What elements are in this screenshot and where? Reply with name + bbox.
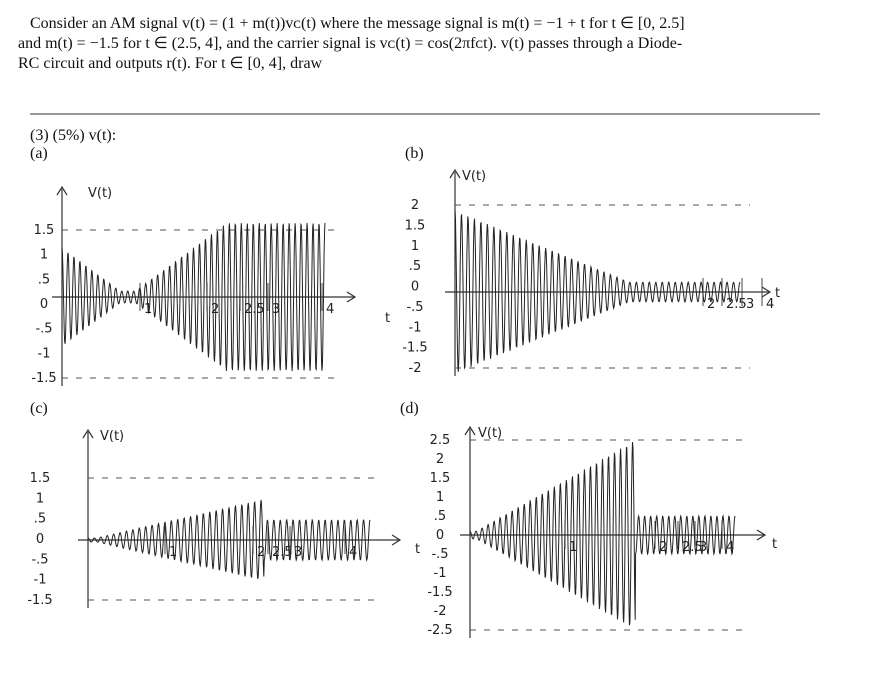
y-tick-label: 0 (40, 297, 48, 312)
y-axis-label: V(t) (88, 186, 112, 201)
y-tick-label: .5 (38, 272, 50, 287)
t-label: t (772, 537, 777, 552)
panel-label: (b) (405, 145, 424, 162)
waveform (469, 442, 736, 626)
y-tick-label: 1.5 (405, 218, 426, 233)
panel-label: (a) (30, 145, 48, 162)
y-tick-label: -1 (34, 573, 47, 588)
y-tick-label: -2 (409, 361, 422, 376)
x-tick-label: 2 (659, 540, 667, 555)
y-tick-label: 1.5 (430, 471, 451, 486)
x-tick-label: 1 (569, 540, 577, 555)
y-tick-label: 2 (411, 198, 419, 213)
y-tick-label: 1 (40, 248, 48, 263)
arrow (449, 168, 461, 179)
arrow (464, 425, 476, 436)
arrow (56, 185, 68, 196)
waveform (454, 210, 741, 372)
arrow (761, 286, 772, 298)
t-label: t (385, 311, 390, 326)
x-tick-label: 3 (272, 302, 280, 317)
y-tick-label: .5 (409, 259, 421, 274)
y-tick-label: 1 (411, 239, 419, 254)
y-tick-label: -.5 (35, 322, 52, 337)
y-tick-label: 0 (436, 528, 444, 543)
y-tick-label: -.5 (31, 552, 48, 567)
y-tick-label: 2.5 (430, 433, 451, 448)
waveform (87, 499, 371, 579)
y-tick-label: -1 (409, 320, 422, 335)
waveform (61, 222, 326, 372)
t-label: t (775, 286, 780, 301)
statement-line: RC circuit and outputs r(t). For t ∈ [0,… (18, 55, 323, 72)
y-tick-label: -.5 (431, 547, 448, 562)
y-tick-label: 1.5 (34, 223, 55, 238)
x-tick-label: 2 (257, 545, 265, 560)
y-tick-label: -1.5 (31, 371, 56, 386)
y-tick-label: 1 (36, 491, 44, 506)
y-tick-label: -1 (38, 346, 51, 361)
arrow (346, 291, 357, 303)
x-tick-label: 2.5 (244, 302, 265, 317)
y-axis-label: V(t) (462, 169, 486, 184)
x-tick-label: 4 (766, 297, 774, 312)
y-tick-label: 1.5 (30, 471, 51, 486)
y-tick-label: -1 (434, 566, 447, 581)
x-tick-label: 2.5 (682, 540, 703, 555)
t-label: t (415, 542, 420, 557)
y-tick-label: -2 (434, 604, 447, 619)
y-tick-label: -1.5 (402, 341, 427, 356)
y-tick-label: 2 (436, 452, 444, 467)
panel-label: (d) (400, 400, 419, 417)
y-tick-label: -1.5 (27, 593, 52, 608)
y-axis-label: V(t) (100, 429, 124, 444)
x-tick-label: 2 (211, 302, 219, 317)
arrow (391, 534, 402, 546)
x-tick-label: 3 (294, 545, 302, 560)
y-tick-label: .5 (34, 512, 46, 527)
x-tick-label: 4 (326, 302, 334, 317)
y-tick-label: 1 (436, 490, 444, 505)
y-tick-label: -.5 (406, 300, 423, 315)
panel-label: (c) (30, 400, 48, 417)
y-axis-label: V(t) (478, 426, 502, 441)
question: (3) (5%) v(t): (30, 127, 116, 144)
y-tick-label: .5 (434, 509, 446, 524)
y-tick-label: 0 (411, 280, 419, 295)
arrow (82, 428, 94, 439)
y-tick-label: -1.5 (427, 585, 452, 600)
x-tick-label: 3 (746, 297, 754, 312)
x-tick-label: 4 (726, 540, 734, 555)
y-tick-label: -2.5 (427, 623, 452, 638)
arrow (756, 529, 767, 541)
x-tick-label: 2 (707, 297, 715, 312)
statement-line: Consider an AM signal v(t) = (1 + m(t))v… (30, 15, 685, 32)
y-tick-label: 0 (36, 532, 44, 547)
statement-line: and m(t) = −1.5 for t ∈ (2.5, 4], and th… (18, 35, 682, 52)
